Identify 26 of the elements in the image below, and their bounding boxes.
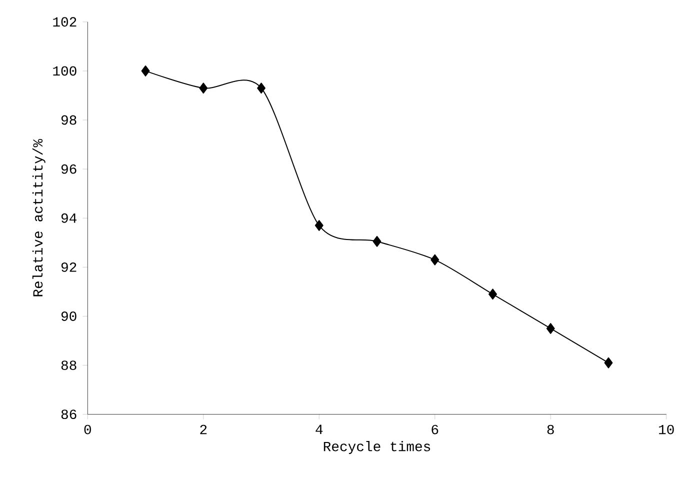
x-tick-label: 10 xyxy=(659,424,674,434)
point xyxy=(488,288,497,300)
y-tick-label: 86 xyxy=(61,410,76,420)
y-tick-label: 100 xyxy=(53,66,76,76)
y-tick-label: 96 xyxy=(61,164,76,174)
point xyxy=(604,357,613,368)
point xyxy=(546,323,555,334)
y-tick-label: 102 xyxy=(53,17,76,27)
y-tick-label: 88 xyxy=(61,360,76,370)
x-tick-label: 0 xyxy=(84,424,91,434)
x-tick-label: 8 xyxy=(547,424,554,434)
point xyxy=(314,220,324,231)
y-tick-label: 92 xyxy=(61,262,76,272)
point xyxy=(372,236,382,247)
y-tick-label: 90 xyxy=(61,312,76,321)
x-tick-label: 6 xyxy=(432,424,438,434)
point xyxy=(430,254,440,266)
x-tick-label: 4 xyxy=(316,424,323,434)
x-tick-label: 2 xyxy=(200,424,207,434)
point xyxy=(199,82,208,94)
point xyxy=(141,65,150,76)
y-tick-label: 98 xyxy=(61,115,76,125)
x-axis-title: Recycle times xyxy=(324,441,430,454)
y-axis-title: Relative actitity/% xyxy=(32,138,46,296)
y-tick-label: 94 xyxy=(61,213,76,223)
point xyxy=(257,82,266,94)
